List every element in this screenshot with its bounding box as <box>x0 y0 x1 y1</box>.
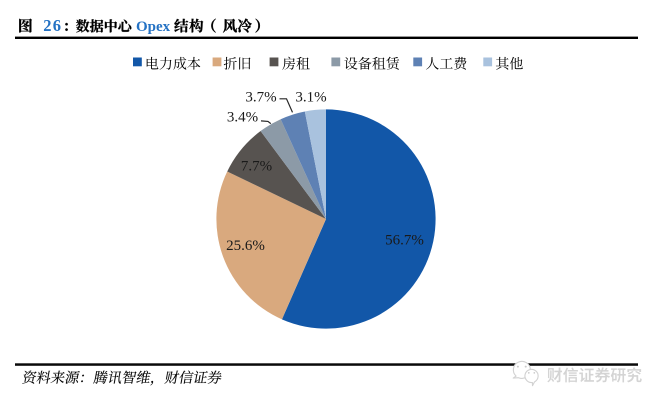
svg-text:7.7%: 7.7% <box>241 159 272 175</box>
svg-text:3.4%: 3.4% <box>227 110 258 126</box>
svg-text:25.6%: 25.6% <box>226 238 265 254</box>
svg-text:3.7%: 3.7% <box>245 90 276 106</box>
svg-text:26: 26 <box>43 16 62 35</box>
svg-text:56.7%: 56.7% <box>385 233 424 249</box>
svg-text:3.1%: 3.1% <box>295 90 326 106</box>
svg-text:Opex: Opex <box>136 19 171 35</box>
